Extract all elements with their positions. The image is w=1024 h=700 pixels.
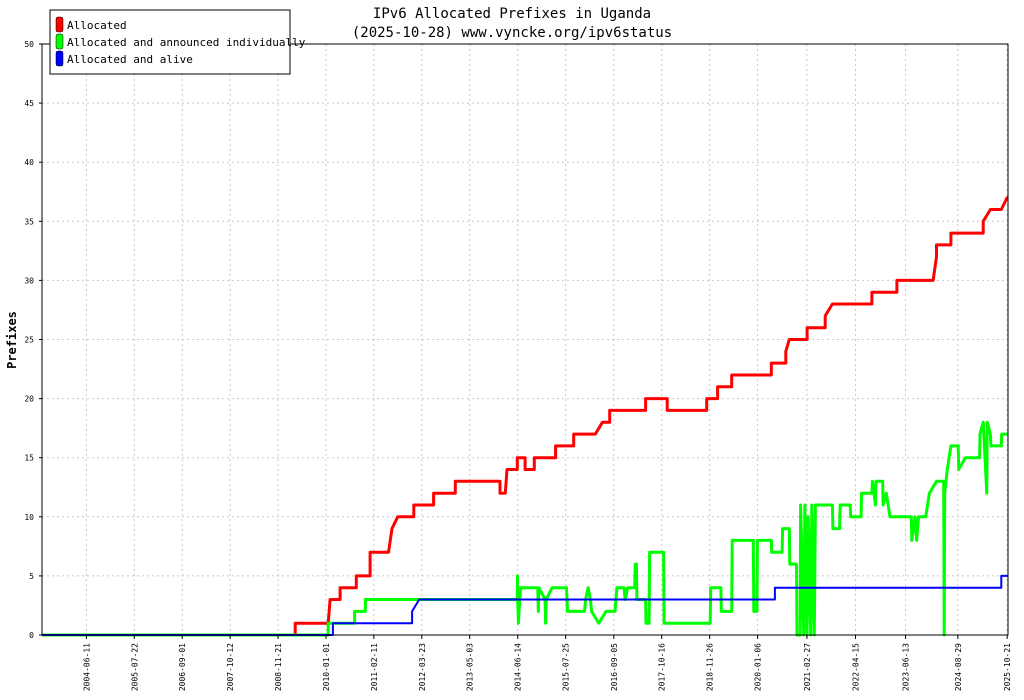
legend: Allocated Allocated and announced indivi… [49,9,306,75]
x-tick-label: 2014-06-14 [514,643,523,691]
x-tick-label: 2006-09-01 [178,643,187,691]
y-tick-label: 30 [24,276,34,285]
legend-label-alive: Allocated and alive [67,53,193,66]
x-tick-label: 2024-08-29 [954,643,963,691]
legend-swatch-alive [55,50,64,67]
y-tick-label: 25 [24,336,34,345]
x-ticks: 2004-06-11 2005-07-22 2006-09-01 2007-10-12… [82,635,1012,691]
chart-title: IPv6 Allocated Prefixes in Uganda [373,6,651,22]
y-axis-label: Prefixes [5,311,19,369]
legend-swatch-announced [55,33,64,50]
x-tick-label: 2025-10-21 [1003,643,1012,691]
x-tick-label: 2016-09-05 [610,643,619,691]
y-tick-label: 0 [29,631,34,640]
x-tick-label: 2023-06-13 [902,643,911,691]
x-tick-label: 2020-01-06 [754,643,763,691]
y-tick-label: 10 [24,513,34,522]
y-tick-label: 50 [24,40,34,49]
x-tick-label: 2015-07-25 [562,643,571,691]
x-tick-label: 2011-02-11 [370,643,379,691]
x-tick-label: 2013-05-03 [466,643,475,691]
y-tick-label: 35 [24,217,34,226]
x-tick-label: 2022-04-15 [852,643,861,691]
y-tick-label: 5 [29,572,34,581]
x-tick-label: 2021-02-27 [803,643,812,691]
legend-label-allocated: Allocated [67,19,127,32]
legend-box [49,9,291,75]
y-ticks: 0 5 10 15 20 25 30 35 40 45 50 [24,40,42,640]
x-tick-label: 2017-10-16 [658,643,667,691]
legend-label-announced: Allocated and announced individually [67,36,306,49]
x-tick-label: 2007-10-12 [226,643,235,691]
y-tick-label: 15 [24,454,34,463]
series-line-3 [42,574,1008,636]
series-line-1 [42,196,1009,637]
legend-swatch-allocated [55,16,64,33]
y-tick-label: 40 [24,158,34,167]
x-tick-label: 2010-01-01 [322,643,331,691]
x-tick-label: 2008-11-21 [274,643,283,691]
y-tick-label: 45 [24,99,34,108]
x-tick-label: 2004-06-11 [82,643,91,691]
series-line-2 [42,420,1008,637]
x-tick-label: 2018-11-26 [706,643,715,691]
x-tick-label: 2012-03-23 [418,643,427,691]
y-tick-label: 20 [24,395,34,404]
chart-subtitle: (2025-10-28) www.vyncke.org/ipv6status [352,25,672,41]
series-layer [42,196,1009,637]
x-tick-label: 2005-07-22 [130,643,139,691]
